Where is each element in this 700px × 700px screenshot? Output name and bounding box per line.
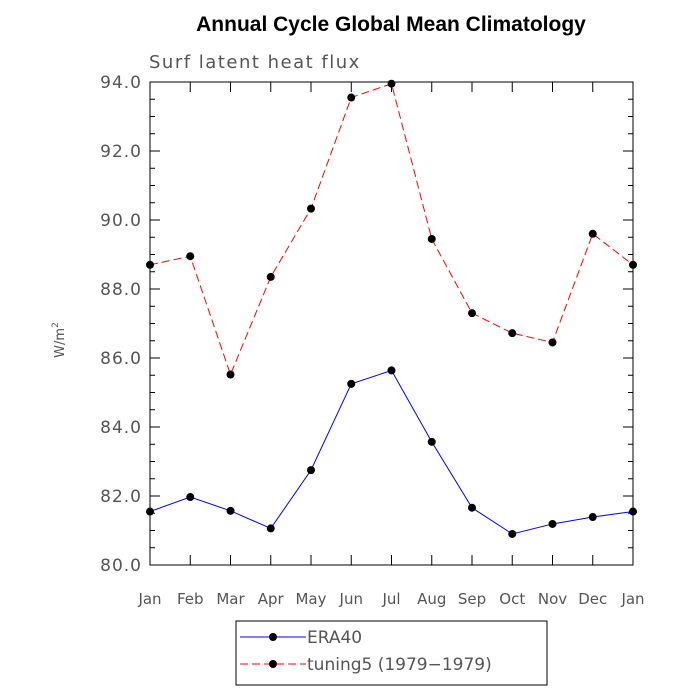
data-point bbox=[508, 329, 517, 338]
data-point bbox=[629, 507, 637, 516]
data-point bbox=[266, 524, 275, 533]
y-tick-label: 92.0 bbox=[100, 142, 142, 162]
data-point bbox=[347, 379, 356, 388]
x-axis: Jan Feb Mar Apr May Jun Jul Aug Sep Oct Nov Dec Jan bbox=[137, 82, 645, 608]
y-tick-label: 86.0 bbox=[100, 349, 142, 369]
y-axis-label: W/m2 bbox=[51, 322, 68, 358]
y-axis: 80.0 82.0 84.0 86.0 88.0 90.0 92.0 94.0 bbox=[100, 73, 633, 576]
x-tick-label: Jun bbox=[339, 590, 363, 608]
data-point bbox=[468, 309, 476, 318]
data-point bbox=[307, 204, 315, 213]
legend-label-0: ERA40 bbox=[307, 628, 362, 648]
legend-box bbox=[235, 620, 548, 686]
y-tick-label: 82.0 bbox=[100, 487, 142, 507]
x-tick-label: May bbox=[295, 590, 326, 608]
data-point bbox=[508, 529, 517, 538]
data-point bbox=[146, 260, 154, 269]
data-point bbox=[468, 503, 476, 512]
series-line-1 bbox=[149, 83, 634, 376]
x-tick-label: Feb bbox=[177, 590, 204, 608]
series-line-0 bbox=[149, 369, 634, 535]
data-point bbox=[387, 366, 396, 375]
data-point bbox=[347, 93, 356, 102]
data-point bbox=[186, 493, 195, 502]
data-point bbox=[186, 252, 195, 261]
x-tick-label: Aug bbox=[417, 590, 446, 608]
series-layer bbox=[146, 79, 637, 538]
data-point bbox=[588, 513, 597, 522]
data-point bbox=[226, 506, 235, 515]
y-tick-label: 80.0 bbox=[100, 556, 142, 576]
data-point bbox=[266, 272, 275, 281]
x-tick-label: Oct bbox=[499, 590, 525, 608]
y-tick-label: 88.0 bbox=[100, 280, 142, 300]
plot-frame bbox=[149, 81, 634, 566]
data-point bbox=[307, 466, 315, 475]
legend-label-1: tuning5 (1979−1979) bbox=[307, 655, 492, 675]
data-point bbox=[629, 260, 637, 269]
x-tick-label: Jul bbox=[381, 590, 400, 608]
y-tick-label: 90.0 bbox=[100, 211, 142, 231]
y-tick-label: 94.0 bbox=[100, 73, 142, 93]
y-axis-label-unit: W/m bbox=[53, 328, 68, 358]
x-tick-label: Jan bbox=[620, 590, 644, 608]
y-axis-label-exponent: 2 bbox=[51, 322, 61, 328]
legend-marker bbox=[269, 633, 277, 641]
legend: ERA40 tuning5 (1979−1979) bbox=[240, 628, 492, 675]
legend-marker bbox=[269, 660, 277, 668]
chart-subtitle: Surf latent heat flux bbox=[149, 52, 361, 73]
x-tick-label: Apr bbox=[258, 590, 285, 608]
x-tick-label: Dec bbox=[578, 590, 607, 608]
x-tick-label: Jan bbox=[137, 590, 161, 608]
data-point bbox=[588, 229, 597, 238]
data-point bbox=[226, 370, 235, 379]
data-point bbox=[548, 338, 557, 347]
data-point bbox=[548, 519, 557, 528]
data-point bbox=[427, 437, 436, 446]
y-tick-label: 84.0 bbox=[100, 418, 142, 438]
data-point bbox=[427, 234, 436, 243]
x-tick-label: Sep bbox=[458, 590, 486, 608]
x-tick-label: Nov bbox=[538, 590, 567, 608]
data-point bbox=[387, 79, 396, 88]
data-point bbox=[146, 507, 154, 516]
x-tick-label: Mar bbox=[216, 590, 245, 608]
chart-title: Annual Cycle Global Mean Climatology bbox=[196, 13, 586, 36]
minor-ticks bbox=[150, 81, 633, 566]
